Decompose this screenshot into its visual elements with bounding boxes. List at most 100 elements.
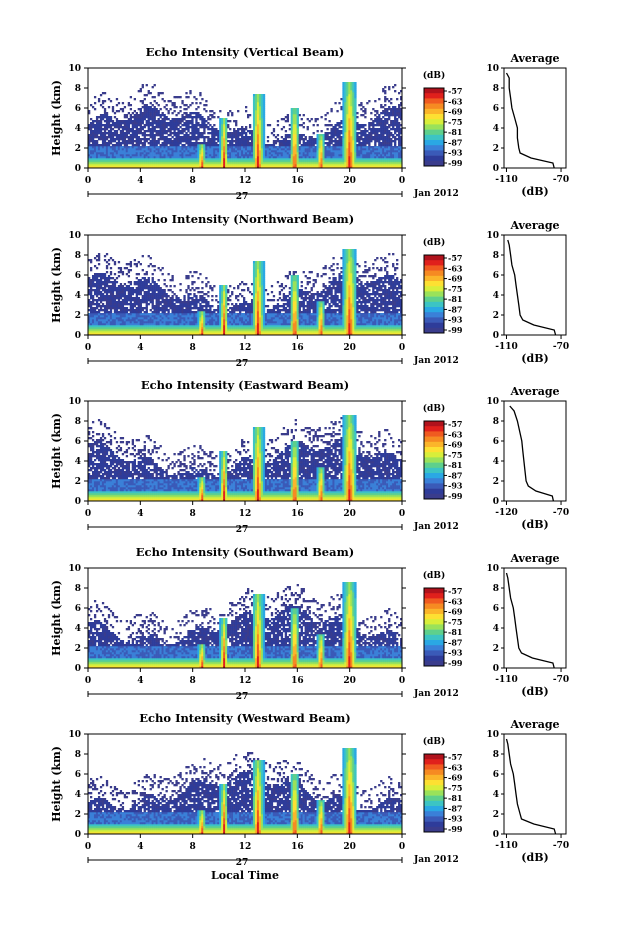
colorbar-swatch bbox=[424, 129, 444, 136]
colorbar-tick-label: -93 bbox=[448, 148, 463, 158]
average-y-tick-label: 10 bbox=[486, 564, 499, 574]
y-axis-label: Height (km) bbox=[50, 580, 63, 656]
colorbar-swatch bbox=[424, 655, 444, 662]
average-x-tick-label: -110 bbox=[495, 342, 518, 352]
average-x-label: (dB) bbox=[521, 352, 548, 365]
colorbar-swatch bbox=[424, 124, 444, 130]
x-tick-label: 12 bbox=[239, 676, 252, 686]
x-tick-label: 20 bbox=[343, 676, 356, 686]
heatmap-field bbox=[88, 748, 403, 835]
y-tick-label: 0 bbox=[75, 331, 81, 341]
colorbar-swatch bbox=[424, 134, 444, 141]
colorbar-swatch bbox=[424, 826, 444, 833]
colorbar-tick-label: -69 bbox=[448, 773, 463, 783]
average-y-tick-label: 2 bbox=[493, 144, 499, 154]
day-label: 27 bbox=[236, 692, 249, 702]
colorbar-swatch bbox=[424, 452, 444, 458]
heatmap-field bbox=[88, 415, 403, 502]
average-y-tick-label: 10 bbox=[486, 231, 499, 241]
colorbar-tick-label: -69 bbox=[448, 440, 463, 450]
average-y-tick-label: 0 bbox=[493, 164, 499, 174]
y-tick-label: 4 bbox=[75, 124, 81, 134]
average-x-tick-label: -110 bbox=[495, 175, 518, 185]
colorbar-tick-label: -93 bbox=[448, 648, 463, 658]
colorbar-swatch bbox=[424, 286, 444, 292]
colorbar-tick-label: -99 bbox=[448, 491, 463, 501]
x-axis-label: Local Time bbox=[211, 869, 279, 882]
x-tick-label: 20 bbox=[343, 842, 356, 852]
y-tick-label: 8 bbox=[75, 584, 81, 594]
colorbar-swatch bbox=[424, 260, 444, 266]
average-title: Average bbox=[509, 219, 559, 232]
x-tick-label: 0 bbox=[85, 676, 91, 686]
colorbar-swatch bbox=[424, 270, 444, 277]
colorbar-swatch bbox=[424, 764, 444, 770]
panel-title: Echo Intensity (Westward Beam) bbox=[139, 711, 350, 725]
y-axis-label: Height (km) bbox=[50, 80, 63, 156]
x-tick-label: 0 bbox=[399, 176, 405, 186]
average-title: Average bbox=[509, 718, 559, 731]
colorbar-unit: (dB) bbox=[423, 70, 445, 81]
colorbar-tick-label: -69 bbox=[448, 107, 463, 117]
y-tick-label: 10 bbox=[68, 730, 81, 740]
average-y-tick-label: 8 bbox=[493, 750, 499, 760]
y-tick-label: 2 bbox=[75, 644, 81, 654]
x-tick-label: 12 bbox=[239, 176, 252, 186]
x-tick-label: 0 bbox=[399, 842, 405, 852]
panel-title: Echo Intensity (Vertical Beam) bbox=[146, 45, 345, 59]
day-label: 27 bbox=[236, 192, 249, 202]
colorbar: -57-63-69-75-81-87-93-99 bbox=[423, 253, 463, 335]
colorbar-swatch bbox=[424, 307, 444, 313]
y-tick-label: 0 bbox=[75, 164, 81, 174]
colorbar-swatch bbox=[424, 88, 444, 94]
x-tick-label: 20 bbox=[343, 176, 356, 186]
colorbar-swatch bbox=[424, 624, 444, 630]
average-y-tick-label: 8 bbox=[493, 251, 499, 261]
y-axis-label: Height (km) bbox=[50, 413, 63, 489]
average-y-tick-label: 10 bbox=[486, 64, 499, 74]
colorbar-swatch bbox=[424, 811, 444, 817]
colorbar-swatch bbox=[424, 312, 444, 318]
panel-title: Echo Intensity (Northward Beam) bbox=[136, 212, 354, 226]
y-tick-label: 8 bbox=[75, 417, 81, 427]
colorbar-tick-label: -87 bbox=[448, 470, 462, 480]
y-tick-label: 2 bbox=[75, 810, 81, 820]
y-tick-label: 8 bbox=[75, 84, 81, 94]
average-y-tick-label: 4 bbox=[493, 624, 499, 634]
average-x-tick-label: -70 bbox=[553, 841, 569, 851]
colorbar-swatch bbox=[424, 93, 444, 99]
colorbar-tick-label: -99 bbox=[448, 824, 463, 834]
y-tick-label: 10 bbox=[68, 564, 81, 574]
x-tick-label: 8 bbox=[190, 842, 196, 852]
month-label: Jan 2012 bbox=[413, 356, 459, 366]
average-line bbox=[505, 738, 557, 835]
x-tick-label: 16 bbox=[291, 842, 304, 852]
average-x-label: (dB) bbox=[521, 185, 548, 198]
colorbar-swatch bbox=[424, 467, 444, 474]
average-y-tick-label: 6 bbox=[493, 770, 499, 780]
colorbar-swatch bbox=[424, 108, 444, 115]
average-y-tick-label: 2 bbox=[493, 810, 499, 820]
day-label: 27 bbox=[236, 525, 249, 535]
average-y-tick-label: 2 bbox=[493, 477, 499, 487]
y-tick-label: 2 bbox=[75, 311, 81, 321]
colorbar: -57-63-69-75-81-87-93-99 bbox=[423, 419, 463, 501]
colorbar-unit: (dB) bbox=[423, 403, 445, 414]
x-tick-label: 16 bbox=[291, 176, 304, 186]
average-line bbox=[505, 572, 555, 669]
y-tick-label: 6 bbox=[75, 271, 81, 281]
x-tick-label: 20 bbox=[343, 509, 356, 519]
average-x-tick-label: -110 bbox=[495, 841, 518, 851]
colorbar-tick-label: -75 bbox=[448, 284, 462, 294]
y-tick-label: 0 bbox=[75, 664, 81, 674]
average-y-tick-label: 0 bbox=[493, 830, 499, 840]
average-y-tick-label: 10 bbox=[486, 730, 499, 740]
colorbar-swatch bbox=[424, 155, 444, 162]
x-tick-label: 0 bbox=[85, 842, 91, 852]
average-y-tick-label: 4 bbox=[493, 790, 499, 800]
colorbar-frame bbox=[423, 87, 445, 167]
average-y-tick-label: 0 bbox=[493, 331, 499, 341]
colorbar-tick-label: -63 bbox=[448, 596, 463, 606]
colorbar-swatch bbox=[424, 493, 444, 500]
colorbar-swatch bbox=[424, 426, 444, 432]
